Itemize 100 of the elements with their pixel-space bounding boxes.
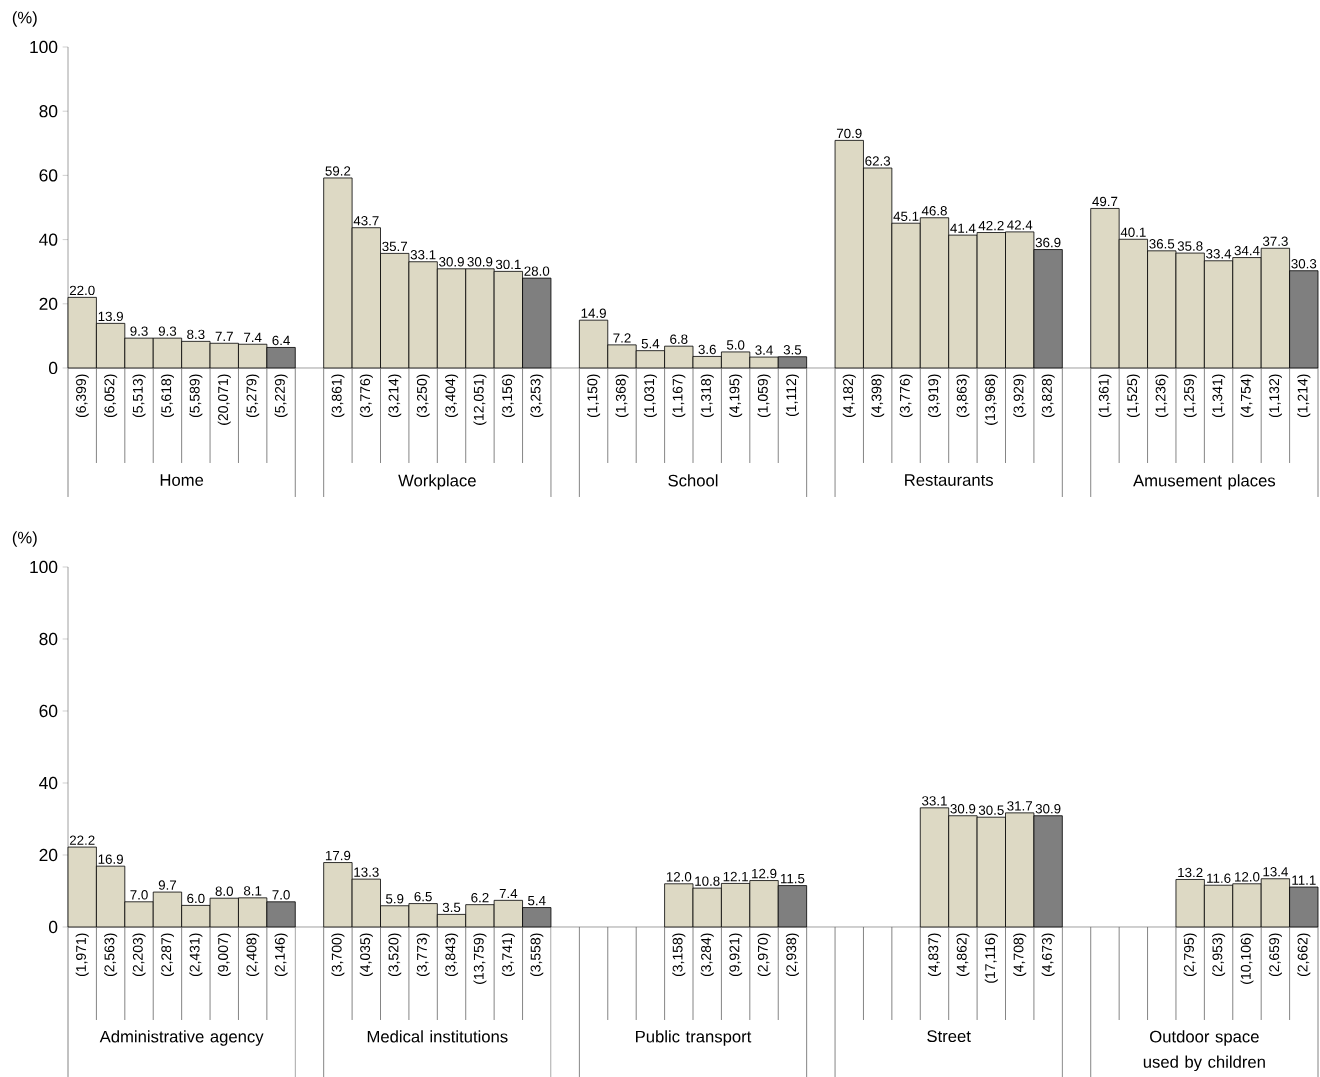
- y-tick-label: 60: [39, 169, 58, 182]
- y-tick-label: 40: [39, 233, 58, 246]
- x-tick-label: (9,921): [729, 933, 743, 976]
- data-label: 33.1: [922, 795, 947, 806]
- x-tick-label: (10,106): [1240, 933, 1254, 984]
- x-tick-label: (2,938): [785, 933, 799, 976]
- data-label: 8.1: [243, 885, 262, 896]
- x-tick-label: (1,259): [1183, 374, 1197, 417]
- text: Home: [160, 474, 204, 486]
- data-label: 7.7: [215, 331, 233, 341]
- data-label: 30.3: [1291, 258, 1317, 269]
- x-tick-label: (2,408): [246, 933, 260, 976]
- data-label: 6.5: [414, 891, 432, 902]
- x-tick-label: (4,862): [956, 933, 970, 976]
- x-tick-label: (1,525): [1126, 374, 1140, 417]
- data-label: 30.1: [495, 259, 521, 269]
- x-tick-label: (3,156): [501, 374, 515, 417]
- x-tick-label: (3,700): [331, 933, 345, 976]
- data-label: 46.8: [921, 205, 947, 216]
- data-label: 6.8: [670, 334, 688, 344]
- y-tick-label: 40: [39, 776, 58, 789]
- x-tick-label: (4,035): [359, 933, 373, 976]
- x-tick-label: (12,051): [473, 374, 487, 425]
- x-tick-label: (4,837): [927, 933, 942, 976]
- y-tick-label: 20: [39, 297, 58, 310]
- x-tick-label: (3,558): [530, 933, 544, 976]
- x-tick-label: (4,195): [729, 374, 743, 417]
- data-label: 13.3: [354, 867, 379, 877]
- data-label: 34.4: [1234, 245, 1260, 256]
- y-tick-label: 60: [39, 704, 58, 717]
- data-label: 30.9: [467, 256, 493, 267]
- x-tick-label: (5,279): [246, 374, 260, 417]
- text: Administrative agency: [99, 1030, 264, 1046]
- x-tick-label: (5,513): [132, 374, 146, 417]
- text: Outdoor space used by children: [1143, 1030, 1265, 1071]
- data-label: 45.1: [893, 211, 919, 221]
- x-tick-label: (6,399): [75, 374, 89, 417]
- y-tick-label: 20: [39, 848, 58, 861]
- x-tick-label: (20,071): [217, 374, 231, 425]
- x-tick-label: (4,398): [871, 374, 885, 417]
- x-tick-label: (5,229): [274, 374, 288, 417]
- data-label: 13.4: [1263, 866, 1288, 877]
- x-tick-label: (2,287): [160, 933, 174, 976]
- y-tick-label: 80: [39, 104, 58, 118]
- data-label: 9.7: [158, 880, 177, 890]
- x-tick-label: (4,754): [1240, 374, 1254, 417]
- x-tick-label: (4,673): [1041, 933, 1055, 976]
- data-label: 3.5: [442, 902, 461, 912]
- y-axis-title: (%): [12, 11, 37, 27]
- data-label: 8.0: [215, 886, 234, 896]
- data-label: 28.0: [524, 266, 550, 276]
- x-tick-label: (1,971): [75, 933, 89, 976]
- x-tick-label: (2,795): [1183, 933, 1197, 976]
- x-tick-label: (2,203): [132, 933, 146, 976]
- x-tick-label: (5,589): [189, 374, 203, 417]
- data-label: 36.9: [1035, 237, 1061, 248]
- data-label: 5.4: [528, 895, 546, 906]
- text: Workplace: [398, 474, 476, 490]
- data-label: 12.1: [723, 871, 748, 881]
- data-label: 37.3: [1262, 236, 1288, 246]
- data-label: 14.9: [581, 308, 606, 318]
- y-tick-label: 0: [48, 361, 58, 374]
- data-label: 7.4: [499, 888, 518, 898]
- data-label: 70.9: [836, 128, 862, 138]
- data-label: 7.0: [272, 889, 290, 900]
- y-tick-label: 0: [48, 920, 58, 933]
- data-label: 30.5: [978, 805, 1004, 815]
- x-tick-label: (1,132): [1268, 374, 1282, 417]
- y-tick-label: 100: [30, 560, 58, 573]
- data-label: 9.3: [158, 326, 177, 336]
- data-label: 42.4: [1007, 220, 1033, 230]
- x-tick-label: (3,919): [927, 374, 942, 417]
- x-tick-label: (2,970): [757, 933, 771, 976]
- x-tick-label: (13,759): [473, 933, 487, 984]
- data-label: 9.3: [130, 326, 148, 336]
- data-label: 12.0: [1235, 871, 1260, 882]
- x-tick-label: (6,052): [104, 374, 118, 417]
- data-label: 42.2: [978, 220, 1004, 231]
- data-label: 11.6: [1207, 873, 1231, 883]
- x-tick-label: (3,158): [672, 933, 686, 976]
- x-tick-label: (2,659): [1268, 933, 1282, 976]
- data-label: 5.9: [385, 893, 404, 904]
- x-tick-label: (3,929): [1013, 374, 1027, 417]
- data-label: 5.0: [726, 340, 745, 350]
- x-tick-label: (1,150): [587, 374, 601, 417]
- x-tick-label: (3,520): [388, 933, 402, 976]
- x-tick-label: (3,863): [956, 374, 970, 417]
- x-tick-label: (4,708): [1013, 933, 1027, 976]
- data-label: 30.9: [1035, 803, 1061, 814]
- data-label: 30.9: [950, 803, 976, 814]
- data-label: 16.9: [98, 854, 123, 864]
- data-label: 10.8: [695, 876, 720, 886]
- data-label: 6.4: [272, 335, 290, 345]
- data-label: 49.7: [1092, 196, 1118, 206]
- x-tick-label: (3,828): [1041, 374, 1055, 417]
- data-label: 3.4: [755, 345, 773, 355]
- data-label: 8.3: [187, 329, 205, 339]
- x-tick-label: (3,284): [700, 933, 714, 976]
- data-label: 62.3: [865, 156, 891, 166]
- x-tick-label: (1,318): [700, 374, 714, 417]
